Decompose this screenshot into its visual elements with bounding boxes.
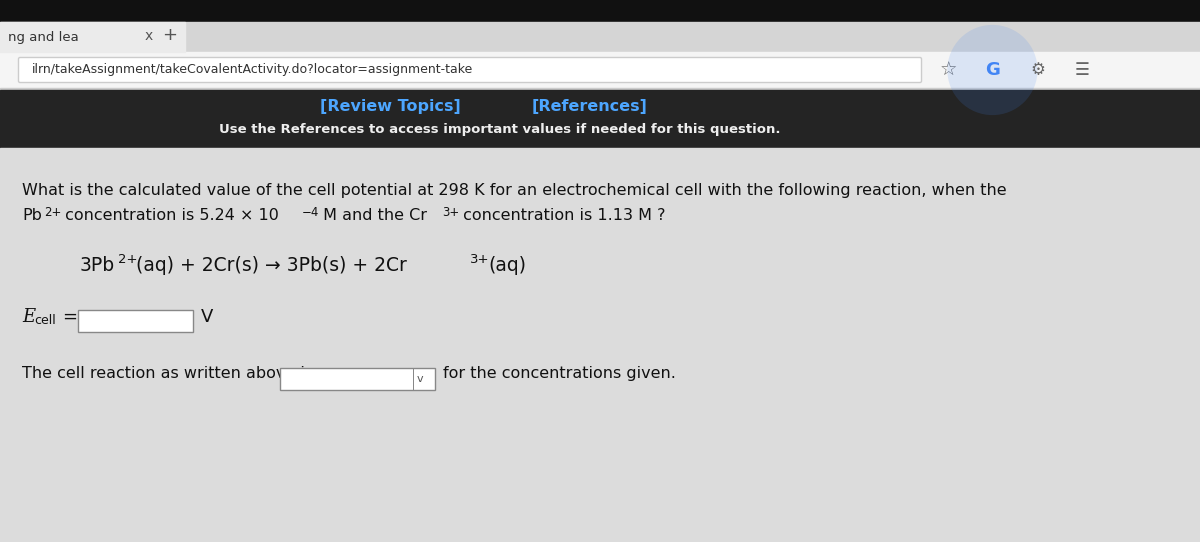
Text: +: + [162,26,178,44]
Text: E: E [22,308,35,326]
Bar [0,22,185,52]
Text: 3Pb: 3Pb [80,256,115,275]
Bar [0,0,1200,22]
Text: ☆: ☆ [940,61,958,80]
Text: Pb: Pb [22,208,42,223]
Text: −4: −4 [302,206,319,219]
Text: ☰: ☰ [1075,61,1090,79]
Text: [Review Topics]: [Review Topics] [319,99,461,113]
Bar [0,22,1200,52]
Text: V: V [202,308,214,326]
Text: What is the calculated value of the cell potential at 298 K for an electrochemic: What is the calculated value of the cell… [22,183,1007,198]
Text: 2+: 2+ [44,206,61,219]
Text: [References]: [References] [532,99,648,113]
Text: ⚙: ⚙ [1030,61,1045,79]
Text: for the concentrations given.: for the concentrations given. [443,366,676,381]
Text: v: v [418,374,424,384]
Text: x: x [145,29,154,43]
Text: ng and lea: ng and lea [8,30,79,43]
Bar [0,88,1200,90]
Bar [0,90,1200,148]
Text: 3+: 3+ [442,206,460,219]
Text: 2+: 2+ [118,253,138,266]
Bar [0,52,1200,88]
Text: M and the Cr: M and the Cr [318,208,427,223]
Text: G: G [985,61,1000,79]
Text: 3+: 3+ [470,253,490,266]
Bar [78,310,193,332]
Text: =: = [62,308,77,326]
Text: ilrn/takeAssignment/takeCovalentActivity.do?locator=assignment-take: ilrn/takeAssignment/takeCovalentActivity… [32,63,473,76]
Bar [0,148,1200,542]
Text: cell: cell [34,314,55,327]
Text: The cell reaction as written above is: The cell reaction as written above is [22,366,313,381]
Text: concentration is 5.24 × 10: concentration is 5.24 × 10 [60,208,278,223]
Text: Use the References to access important values if needed for this question.: Use the References to access important v… [220,124,781,137]
Text: (aq) + 2Cr(s) → 3Pb(s) + 2Cr: (aq) + 2Cr(s) → 3Pb(s) + 2Cr [136,256,407,275]
Bar [280,368,436,390]
FancyBboxPatch shape [18,57,922,82]
Text: concentration is 1.13 M ?: concentration is 1.13 M ? [458,208,666,223]
Text: (aq): (aq) [488,256,526,275]
